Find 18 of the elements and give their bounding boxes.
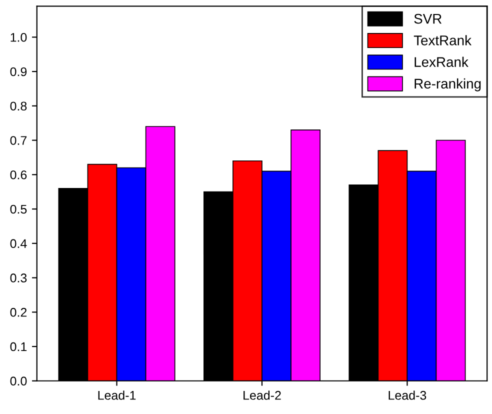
x-tick-label: Lead-1 — [98, 390, 136, 400]
y-tick-label: 0.0 — [10, 376, 27, 386]
legend-label: LexRank — [414, 56, 468, 67]
x-tick-label: Lead-3 — [388, 390, 426, 400]
y-tick-label: 0.8 — [10, 102, 27, 111]
x-tick-label: Lead-2 — [244, 390, 281, 400]
y-tick-label: 0.1 — [10, 342, 27, 352]
y-tick-label: 0.6 — [10, 170, 27, 180]
y-tick-label: 1.0 — [10, 32, 27, 42]
y-tick-label: 0.4 — [10, 239, 27, 248]
y-tick-label: 0.5 — [10, 204, 27, 214]
legend-label: SVR — [414, 14, 442, 24]
y-tick-label: 0.2 — [10, 308, 27, 317]
legend-label: Re-ranking — [414, 78, 481, 92]
legend-label: TextRank — [414, 35, 472, 46]
y-tick-label: 0.3 — [10, 274, 27, 282]
y-tick-label: 0.7 — [10, 136, 27, 145]
y-tick-label: 0.9 — [10, 67, 27, 76]
